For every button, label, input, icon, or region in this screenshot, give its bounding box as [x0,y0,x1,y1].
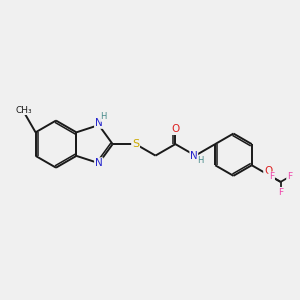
Text: N: N [95,158,103,168]
Text: F: F [287,172,292,181]
Text: O: O [171,124,179,134]
Text: O: O [264,166,272,176]
Text: CH₃: CH₃ [16,106,32,115]
Text: H: H [100,112,107,121]
Text: S: S [132,139,139,149]
Text: F: F [278,188,283,197]
Text: H: H [197,156,203,165]
Text: F: F [269,172,274,181]
Text: N: N [190,151,198,160]
Text: N: N [95,118,103,128]
